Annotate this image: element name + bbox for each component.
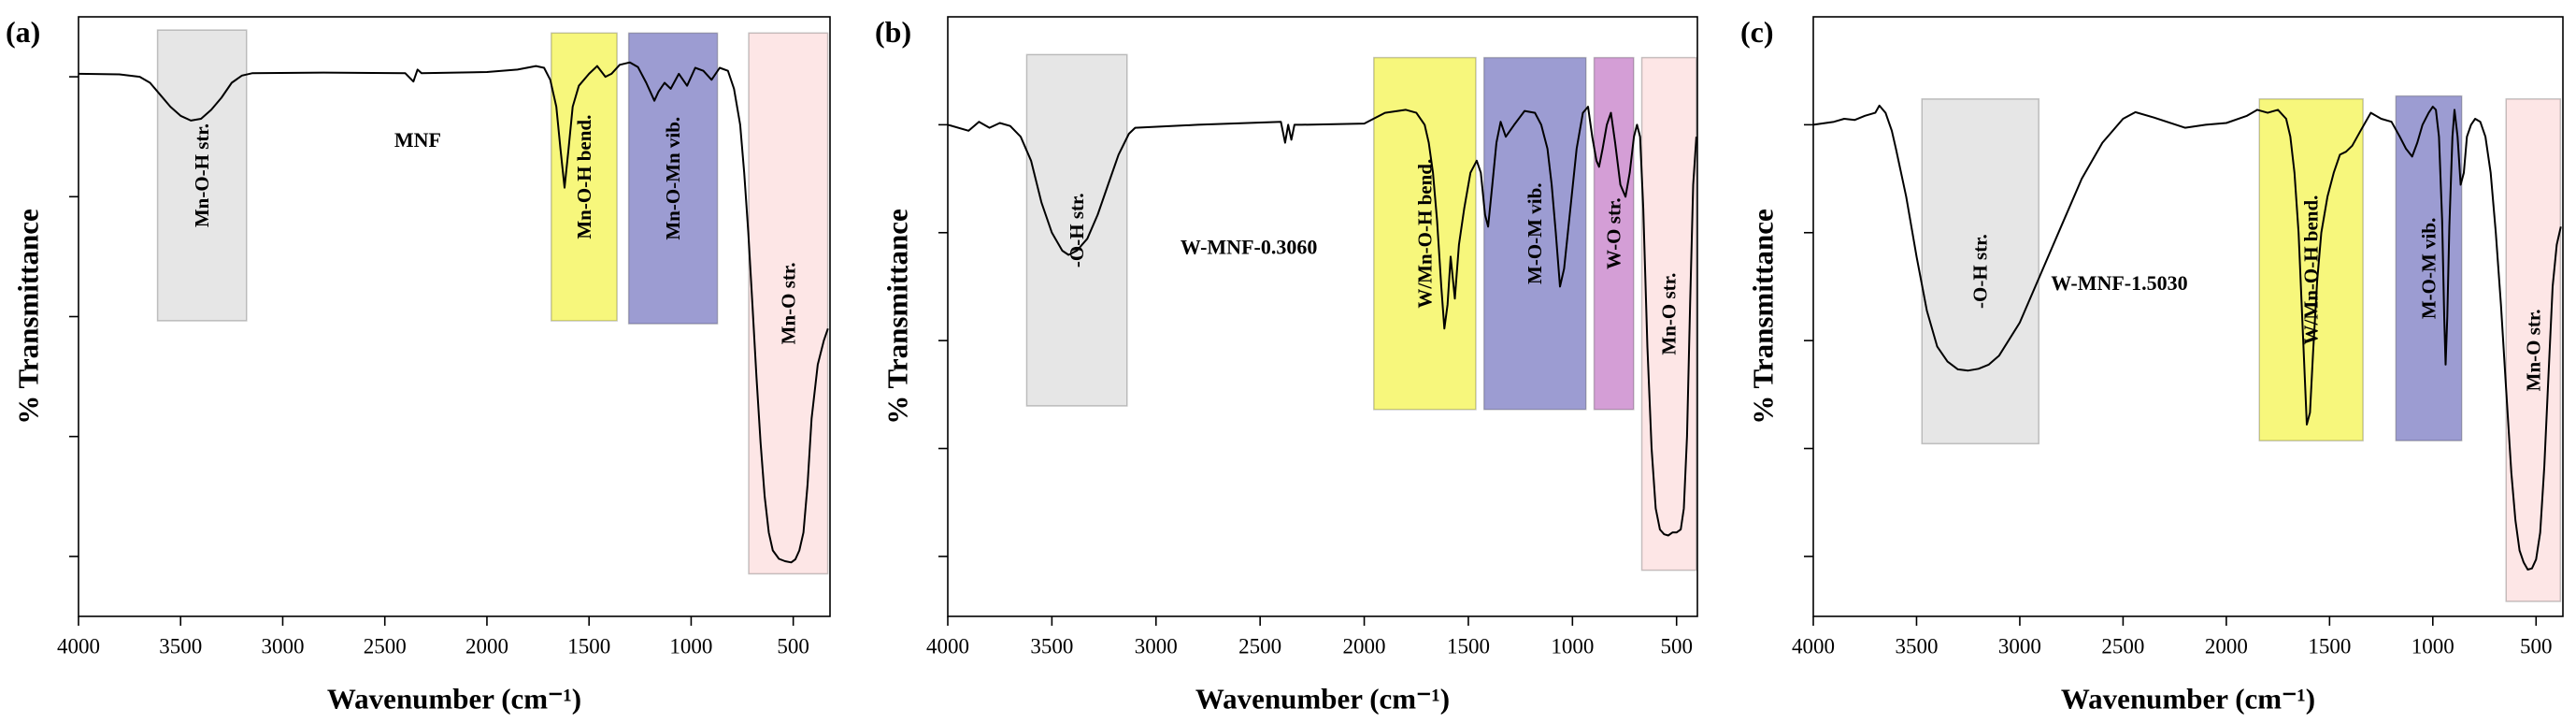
panel-label: (c) xyxy=(1740,15,1774,49)
band xyxy=(1593,56,1635,411)
band-label: Mn-O str. xyxy=(2522,309,2544,391)
x-tick-label: 2500 xyxy=(364,635,407,658)
x-tick-label: 1000 xyxy=(1551,635,1594,658)
x-tick-label: 2000 xyxy=(2205,635,2248,658)
band-label: Mn-O str. xyxy=(777,262,799,344)
band-label: Mn-O-Mn vib. xyxy=(662,117,684,240)
x-axis-title: Wavenumber (cm⁻¹) xyxy=(327,683,581,716)
x-tick-label: 4000 xyxy=(926,635,969,658)
plot-frame xyxy=(1812,16,2564,617)
band xyxy=(1482,56,1587,411)
x-tick-label: 2500 xyxy=(2101,635,2144,658)
sample-label: W-MNF-1.5030 xyxy=(2051,271,2187,295)
band xyxy=(748,32,829,575)
x-tick-label: 4000 xyxy=(57,635,100,658)
x-axis-title: Wavenumber (cm⁻¹) xyxy=(2061,683,2315,716)
y-axis-title: % Transmittance xyxy=(12,209,45,424)
band-label: -O-H str. xyxy=(1066,193,1088,268)
x-tick-label: 2000 xyxy=(1343,635,1386,658)
x-tick-label: 500 xyxy=(777,635,809,658)
band xyxy=(1373,56,1477,411)
x-tick-label: 3500 xyxy=(159,635,202,658)
band-label: M-O-M vib. xyxy=(1524,182,1546,283)
x-tick-label: 4000 xyxy=(1792,635,1835,658)
x-tick-label: 1500 xyxy=(567,635,610,658)
x-tick-label: 3000 xyxy=(1135,635,1178,658)
panel-label: (a) xyxy=(6,15,40,49)
x-tick-label: 500 xyxy=(2520,635,2553,658)
sample-label: W-MNF-0.3060 xyxy=(1181,236,1317,259)
x-tick-label: 3500 xyxy=(1895,635,1938,658)
x-tick-label: 2500 xyxy=(1238,635,1281,658)
band xyxy=(156,29,248,322)
band-label: -O-H str. xyxy=(1969,234,1992,309)
band xyxy=(1640,56,1697,571)
x-tick-label: 3000 xyxy=(261,635,304,658)
x-tick-label: 1500 xyxy=(2308,635,2351,658)
sample-label: MNF xyxy=(394,128,441,152)
panel-label: (b) xyxy=(875,15,911,49)
x-tick-label: 3500 xyxy=(1030,635,1073,658)
band xyxy=(627,32,719,325)
band-label: M-O-M vib. xyxy=(2418,218,2440,319)
band xyxy=(1025,53,1128,407)
band-label: Mn-O str. xyxy=(1658,273,1681,355)
band-label: Mn-O-H str. xyxy=(191,123,213,227)
band-label: Mn-O-H bend. xyxy=(573,115,595,239)
band-label: W/Mn-O-H bend. xyxy=(1413,159,1436,309)
spectrum xyxy=(1812,104,2562,571)
x-tick-label: 3000 xyxy=(1998,635,2041,658)
x-axis-title: Wavenumber (cm⁻¹) xyxy=(1195,683,1450,716)
x-tick-label: 1000 xyxy=(669,635,712,658)
y-axis-title: % Transmittance xyxy=(1747,209,1780,424)
plot-frame xyxy=(947,16,1698,617)
y-axis-title: % Transmittance xyxy=(881,209,914,424)
band-label: W-O str. xyxy=(1603,197,1625,269)
band xyxy=(2395,94,2463,441)
x-tick-label: 2000 xyxy=(465,635,508,658)
band xyxy=(1921,98,2040,445)
spectrum xyxy=(78,61,829,564)
x-tick-label: 500 xyxy=(1660,635,1693,658)
x-tick-label: 1000 xyxy=(2411,635,2454,658)
spectrum xyxy=(947,106,1697,537)
x-tick-label: 1500 xyxy=(1447,635,1490,658)
